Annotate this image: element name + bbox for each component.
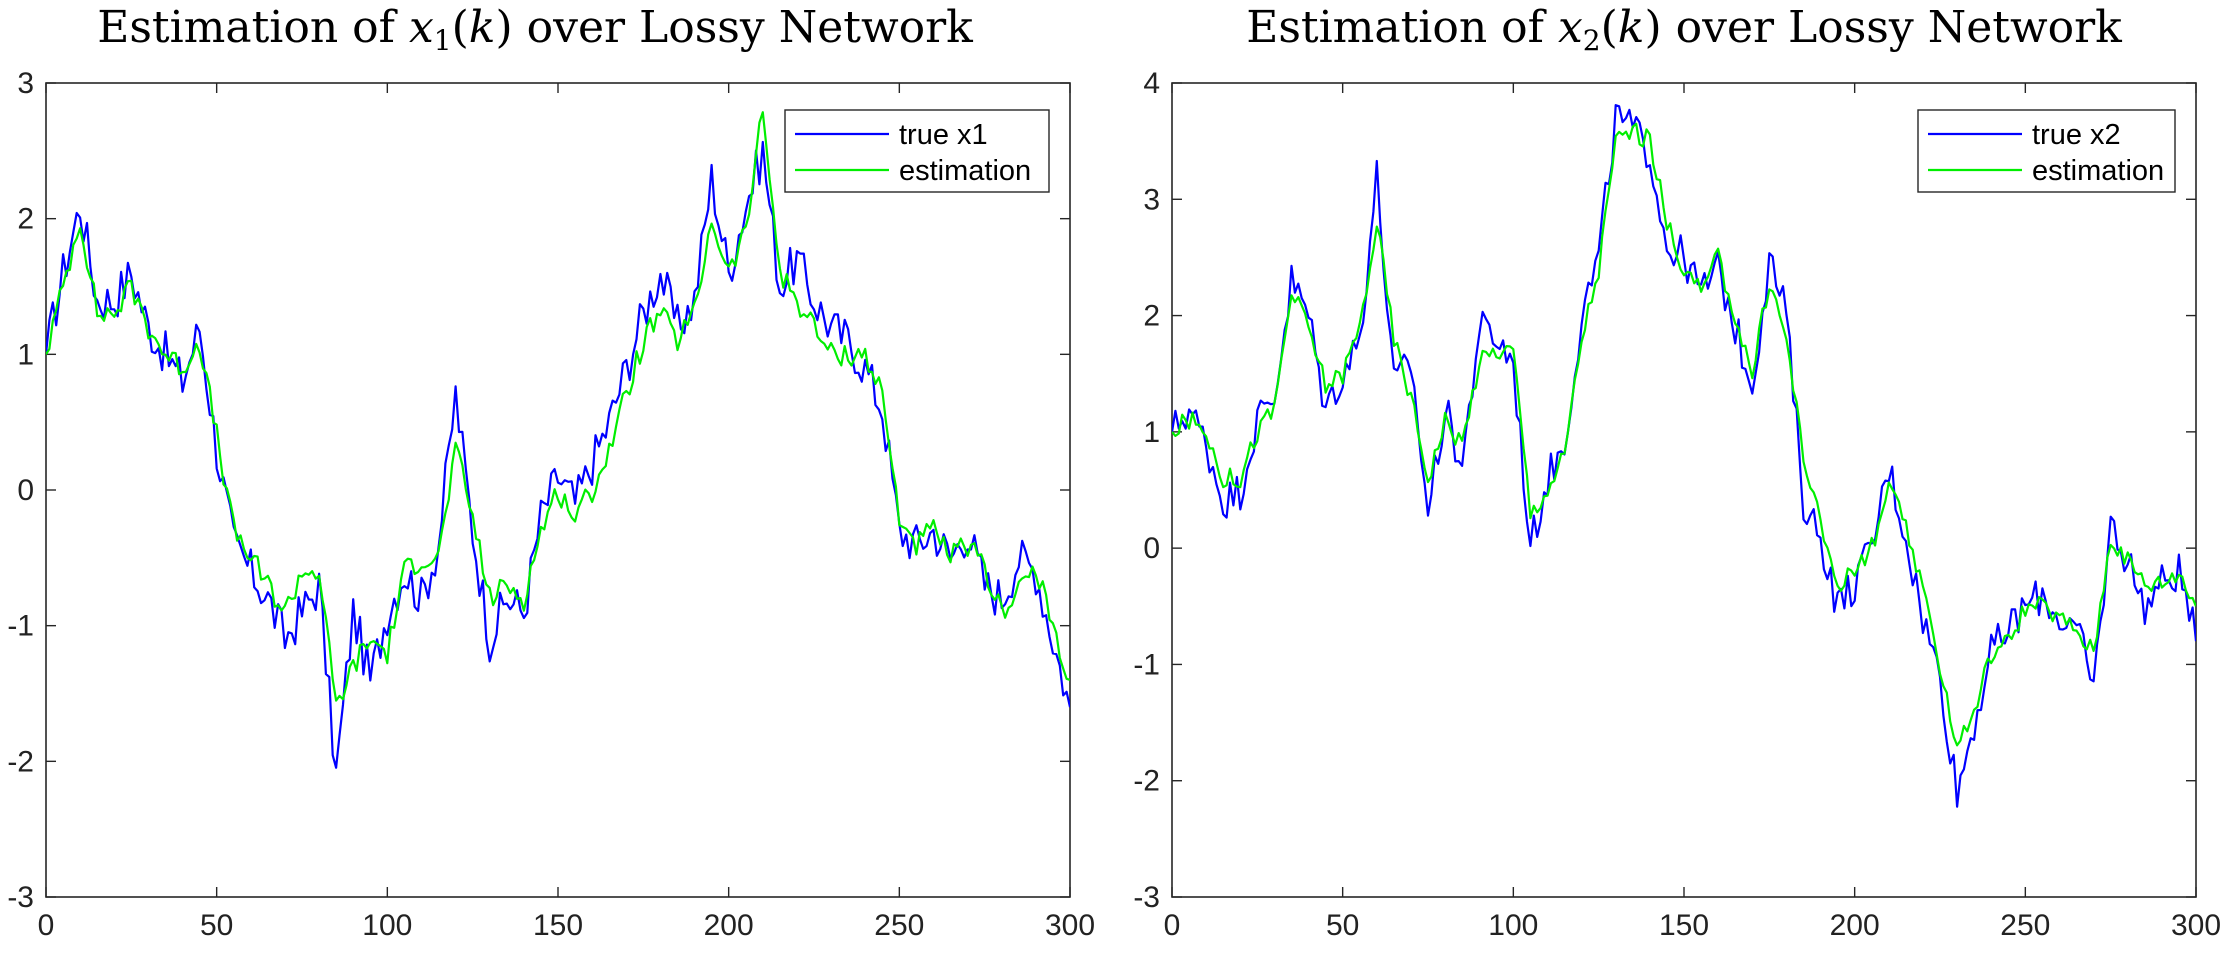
x-tick-label: 250 bbox=[2000, 909, 2050, 942]
title-variable: x bbox=[1558, 2, 1583, 53]
legend-label: estimation bbox=[2032, 155, 2164, 187]
x-tick-label: 0 bbox=[1164, 909, 1181, 942]
x-tick-label: 0 bbox=[38, 909, 55, 942]
legend: true x2 estimation bbox=[1917, 109, 2176, 193]
y-tick-label: -2 bbox=[7, 745, 34, 778]
series-line-1 bbox=[1172, 103, 2196, 808]
x-tick-label: 300 bbox=[1045, 909, 1095, 942]
y-tick-label: 4 bbox=[1143, 67, 1160, 100]
title-suffix: ) over Lossy Network bbox=[495, 2, 973, 53]
title-open-paren: ( bbox=[452, 2, 469, 53]
legend: true x1 estimation bbox=[784, 109, 1050, 193]
title-subscript: 2 bbox=[1583, 24, 1601, 57]
x-tick-label: 100 bbox=[362, 909, 412, 942]
x-tick-label: 100 bbox=[1488, 909, 1538, 942]
legend-box bbox=[784, 109, 1050, 193]
y-tick-label: 2 bbox=[1143, 300, 1160, 333]
x-tick-label: 150 bbox=[1659, 909, 1709, 942]
axes-box bbox=[45, 82, 1071, 898]
series-line-2 bbox=[1172, 122, 2196, 747]
y-tick-label: -1 bbox=[7, 610, 34, 643]
title-prefix: Estimation of bbox=[97, 2, 409, 53]
y-tick-label: 1 bbox=[1143, 416, 1160, 449]
y-tick-label: 0 bbox=[1143, 532, 1160, 565]
y-tick-label: -3 bbox=[7, 881, 34, 914]
title-suffix: ) over Lossy Network bbox=[1644, 2, 2122, 53]
legend-label: true x2 bbox=[2032, 119, 2121, 151]
title-open-paren: ( bbox=[1601, 2, 1618, 53]
y-tick-label: -3 bbox=[1133, 881, 1160, 914]
x-tick-label: 200 bbox=[1830, 909, 1880, 942]
y-tick-label: 1 bbox=[17, 338, 34, 371]
title-prefix: Estimation of bbox=[1246, 2, 1558, 53]
y-tick-label: -2 bbox=[1133, 765, 1160, 798]
title-subscript: 1 bbox=[434, 24, 452, 57]
chart-title: Estimation of x1(k) over Lossy Network bbox=[97, 2, 973, 57]
x-tick-label: 250 bbox=[874, 909, 924, 942]
x-tick-label: 200 bbox=[704, 909, 754, 942]
axes-box bbox=[1171, 82, 2197, 898]
y-tick-label: 3 bbox=[17, 67, 34, 100]
legend-box bbox=[1917, 109, 2176, 193]
x-tick-label: 50 bbox=[1326, 909, 1359, 942]
title-argument: k bbox=[469, 2, 496, 53]
y-tick-label: 2 bbox=[17, 203, 34, 236]
legend-label: true x1 bbox=[899, 119, 988, 151]
y-tick-label: -1 bbox=[1133, 648, 1160, 681]
legend-label: estimation bbox=[899, 155, 1031, 187]
x-tick-label: 150 bbox=[533, 909, 583, 942]
x-tick-label: 300 bbox=[2171, 909, 2221, 942]
y-tick-label: 0 bbox=[17, 474, 34, 507]
series-line-2 bbox=[46, 111, 1070, 702]
y-tick-label: 3 bbox=[1143, 183, 1160, 216]
title-argument: k bbox=[1618, 2, 1645, 53]
series-line-1 bbox=[46, 140, 1070, 769]
title-variable: x bbox=[409, 2, 434, 53]
chart-title: Estimation of x2(k) over Lossy Network bbox=[1246, 2, 2122, 57]
x-tick-label: 50 bbox=[200, 909, 233, 942]
